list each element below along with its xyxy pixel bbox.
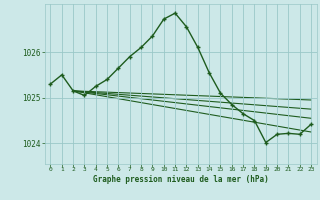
X-axis label: Graphe pression niveau de la mer (hPa): Graphe pression niveau de la mer (hPa) [93, 175, 269, 184]
